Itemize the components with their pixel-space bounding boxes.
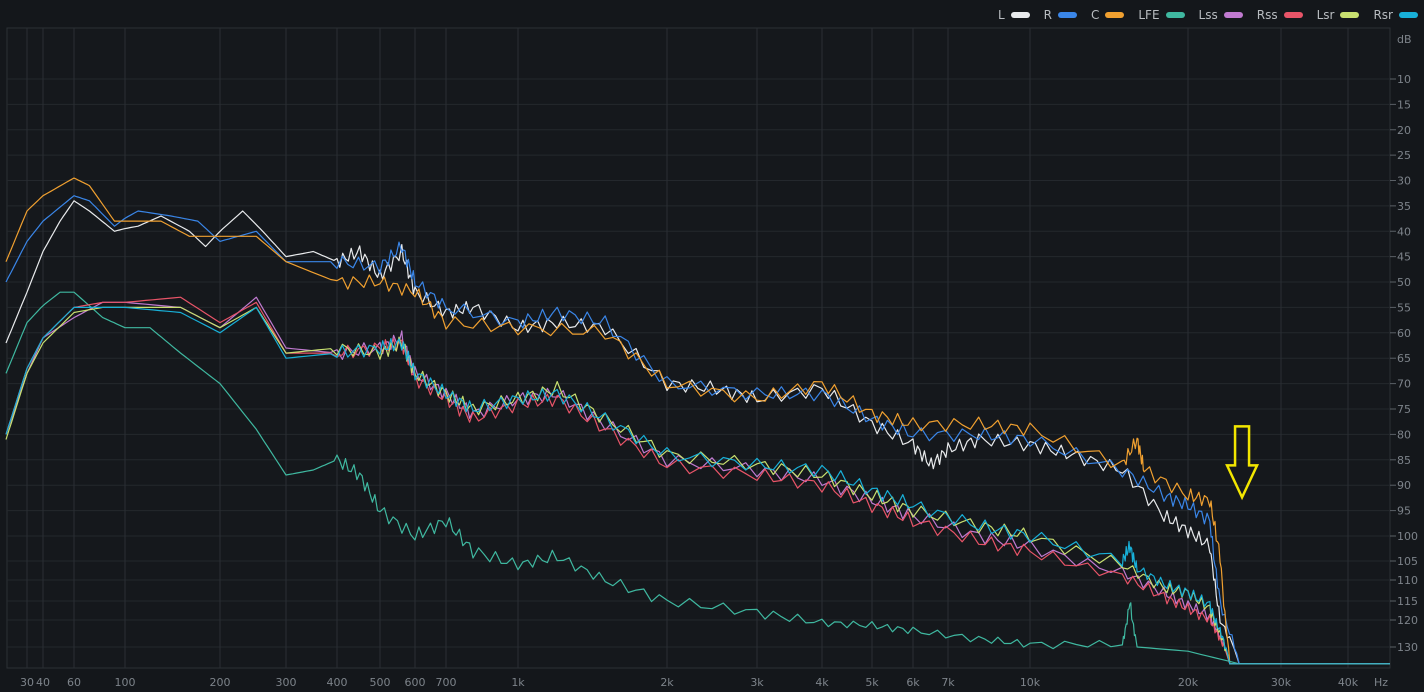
y-tick-label: 120: [1397, 614, 1418, 627]
legend-label: C: [1090, 8, 1100, 22]
y-tick-label: 30: [1397, 175, 1411, 188]
series-line-lsr: [5, 306, 1390, 665]
legend-label: Rsr: [1373, 8, 1393, 22]
y-tick-label: 100: [1397, 530, 1418, 543]
x-tick-label: 500: [370, 676, 391, 689]
y-axis-label: dB: [1397, 33, 1412, 46]
legend-swatch: [1010, 12, 1030, 18]
legend-swatch: [1399, 12, 1418, 18]
legend-item-rss[interactable]: Rss: [1257, 8, 1303, 22]
y-tick-label: 40: [1397, 225, 1411, 238]
x-tick-label: 3k: [750, 676, 764, 689]
legend-item-lfe[interactable]: LFE: [1138, 8, 1185, 22]
y-tick-label: 25: [1397, 149, 1411, 162]
y-tick-label: 110: [1397, 574, 1418, 587]
series-line-r: [5, 195, 1390, 665]
y-tick-label: 75: [1397, 403, 1411, 416]
y-tick-label: 65: [1397, 352, 1411, 365]
x-tick-label: 7k: [941, 676, 955, 689]
legend-label: Lss: [1198, 8, 1218, 22]
y-tick-label: 85: [1397, 454, 1411, 467]
x-tick-label: 400: [327, 676, 348, 689]
legend-swatch: [1057, 12, 1077, 18]
y-tick-label: 95: [1397, 505, 1411, 518]
x-tick-label: 60: [67, 676, 81, 689]
x-tick-label: 600: [405, 676, 426, 689]
series-line-lfe: [5, 291, 1390, 665]
legend: L R C LFE Lss Rss Lsr Rsr: [998, 8, 1418, 22]
series-line-rsr: [5, 306, 1390, 665]
y-tick-label: 10: [1397, 73, 1411, 86]
x-tick-label: 700: [436, 676, 457, 689]
y-tick-label: 80: [1397, 428, 1411, 441]
plot-area: [6, 27, 1391, 669]
x-tick-label: 40: [36, 676, 50, 689]
legend-label: Lsr: [1316, 8, 1335, 22]
x-tick-label: 100: [115, 676, 136, 689]
y-tick-label: 50: [1397, 276, 1411, 289]
legend-label: LFE: [1138, 8, 1160, 22]
y-tick-label: 105: [1397, 555, 1418, 568]
x-tick-label: 2k: [660, 676, 674, 689]
legend-item-r[interactable]: R: [1044, 8, 1077, 22]
series-line-c: [5, 177, 1390, 665]
y-tick-label: 55: [1397, 301, 1411, 314]
legend-swatch: [1105, 12, 1125, 18]
series-line-l: [5, 200, 1390, 665]
y-tick-label: 20: [1397, 124, 1411, 137]
x-tick-label: 200: [210, 676, 231, 689]
x-tick-label: 300: [276, 676, 297, 689]
y-tick-label: 45: [1397, 251, 1411, 264]
y-tick-label: 70: [1397, 378, 1411, 391]
legend-label: R: [1043, 8, 1052, 22]
x-tick-label: 6k: [906, 676, 920, 689]
legend-swatch: [1223, 12, 1243, 18]
legend-swatch: [1283, 12, 1303, 18]
legend-item-rsr[interactable]: Rsr: [1373, 8, 1418, 22]
x-axis-label: Hz: [1374, 676, 1388, 689]
legend-swatch: [1165, 12, 1185, 18]
y-tick-label: 115: [1397, 595, 1418, 608]
annotation-arrow-icon: [1225, 425, 1260, 501]
legend-item-l[interactable]: L: [998, 8, 1030, 22]
legend-item-lsr[interactable]: Lsr: [1317, 8, 1360, 22]
legend-swatch: [1340, 12, 1360, 18]
legend-item-lss[interactable]: Lss: [1199, 8, 1243, 22]
x-tick-label: 4k: [815, 676, 829, 689]
x-tick-label: 20k: [1178, 676, 1199, 689]
x-tick-label: 30: [20, 676, 34, 689]
y-tick-label: 60: [1397, 327, 1411, 340]
y-tick-label: 130: [1397, 641, 1418, 654]
x-tick-label: 1k: [511, 676, 525, 689]
legend-item-c[interactable]: C: [1090, 8, 1125, 22]
y-tick-label: 90: [1397, 479, 1411, 492]
x-tick-label: 5k: [865, 676, 879, 689]
legend-label: Rss: [1256, 8, 1278, 22]
y-tick-label: 15: [1397, 98, 1411, 111]
y-tick-label: 35: [1397, 200, 1411, 213]
legend-label: L: [997, 8, 1005, 22]
x-tick-label: 10k: [1020, 676, 1041, 689]
x-tick-label: 40k: [1338, 676, 1359, 689]
x-tick-label: 30k: [1271, 676, 1292, 689]
